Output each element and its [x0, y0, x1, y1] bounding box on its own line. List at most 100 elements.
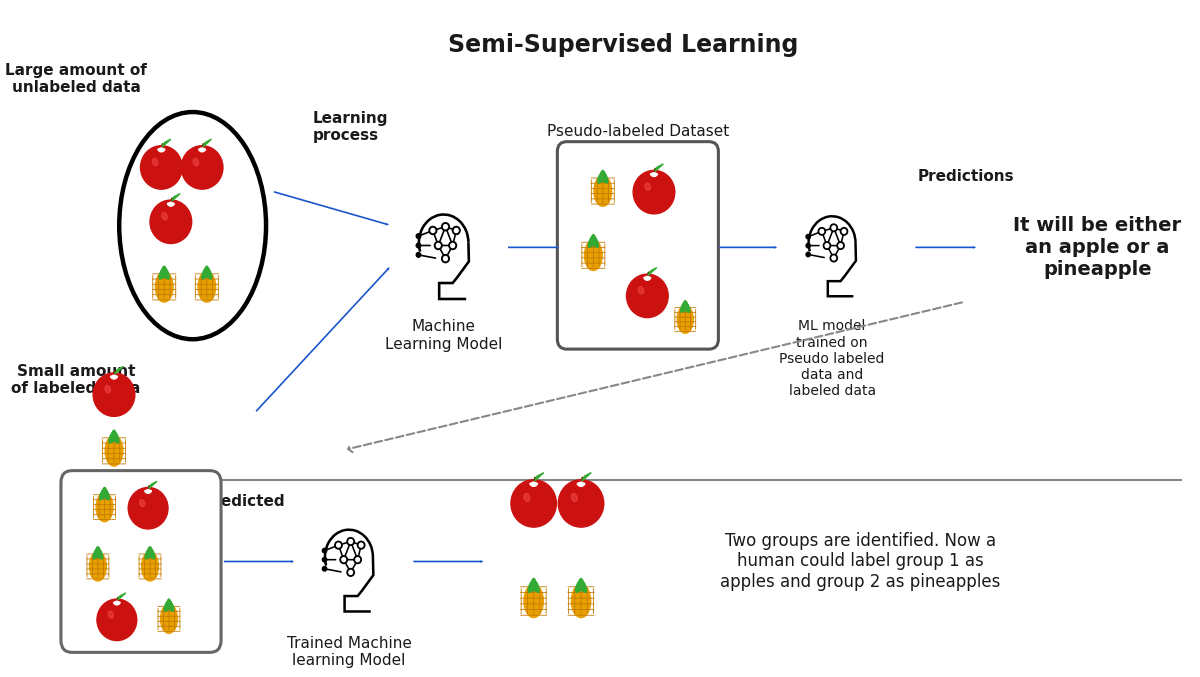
Ellipse shape — [638, 287, 644, 294]
Text: Data to be predicted: Data to be predicted — [107, 494, 286, 509]
Ellipse shape — [581, 581, 587, 592]
Polygon shape — [115, 366, 124, 374]
Circle shape — [806, 234, 810, 239]
Circle shape — [452, 227, 460, 234]
Ellipse shape — [530, 580, 534, 592]
Ellipse shape — [142, 552, 158, 581]
Text: It will be either
an apple or a
pineapple: It will be either an apple or a pineappl… — [1013, 216, 1181, 279]
FancyArrowPatch shape — [421, 232, 431, 235]
Circle shape — [806, 243, 810, 248]
Polygon shape — [162, 139, 170, 147]
Ellipse shape — [155, 271, 173, 302]
Circle shape — [416, 243, 421, 248]
FancyArrowPatch shape — [436, 227, 443, 230]
Ellipse shape — [90, 552, 107, 581]
Ellipse shape — [103, 487, 107, 498]
Circle shape — [335, 542, 342, 549]
Circle shape — [323, 567, 326, 571]
Ellipse shape — [680, 303, 685, 312]
Circle shape — [416, 253, 421, 257]
Circle shape — [181, 146, 223, 189]
Ellipse shape — [94, 549, 98, 559]
Ellipse shape — [198, 271, 216, 302]
Wedge shape — [114, 601, 120, 605]
Ellipse shape — [204, 267, 208, 278]
Ellipse shape — [577, 580, 582, 592]
FancyArrowPatch shape — [835, 230, 840, 243]
Ellipse shape — [602, 173, 608, 183]
Ellipse shape — [167, 599, 170, 609]
Ellipse shape — [109, 433, 114, 443]
Circle shape — [150, 200, 192, 244]
FancyArrowPatch shape — [828, 248, 833, 256]
FancyArrowPatch shape — [835, 248, 839, 256]
Wedge shape — [650, 173, 658, 177]
Ellipse shape — [593, 237, 599, 247]
FancyArrowPatch shape — [448, 227, 454, 230]
Ellipse shape — [576, 581, 581, 592]
Ellipse shape — [206, 267, 210, 278]
Ellipse shape — [96, 493, 113, 522]
Ellipse shape — [112, 430, 116, 441]
FancyArrowPatch shape — [328, 569, 341, 572]
Ellipse shape — [150, 549, 155, 559]
Ellipse shape — [590, 236, 594, 246]
Circle shape — [358, 542, 365, 549]
Ellipse shape — [97, 548, 101, 558]
Circle shape — [434, 242, 442, 249]
Circle shape — [347, 569, 354, 576]
Polygon shape — [172, 194, 180, 201]
Ellipse shape — [103, 489, 108, 499]
Wedge shape — [198, 148, 205, 152]
Ellipse shape — [161, 267, 166, 278]
Circle shape — [823, 242, 830, 249]
Wedge shape — [145, 489, 151, 494]
Circle shape — [354, 556, 361, 563]
Circle shape — [140, 146, 182, 189]
Ellipse shape — [98, 549, 103, 559]
Polygon shape — [149, 481, 157, 489]
Polygon shape — [118, 593, 126, 600]
Circle shape — [341, 556, 347, 563]
FancyArrowPatch shape — [454, 233, 456, 243]
Text: Two groups are identified. Now a
human could label group 1 as
apples and group 2: Two groups are identified. Now a human c… — [720, 531, 1001, 591]
Polygon shape — [535, 473, 544, 481]
Circle shape — [442, 255, 449, 263]
FancyArrowPatch shape — [344, 544, 349, 557]
Circle shape — [838, 242, 844, 249]
Ellipse shape — [601, 171, 605, 181]
FancyArrowPatch shape — [828, 230, 833, 243]
Ellipse shape — [169, 601, 174, 611]
Circle shape — [442, 223, 449, 230]
Ellipse shape — [168, 600, 172, 611]
Wedge shape — [110, 375, 118, 379]
Circle shape — [323, 557, 326, 562]
Polygon shape — [203, 139, 211, 147]
Ellipse shape — [104, 489, 109, 500]
Circle shape — [323, 548, 326, 553]
Text: Learning
process: Learning process — [313, 110, 389, 143]
Ellipse shape — [524, 494, 530, 502]
Ellipse shape — [145, 549, 150, 559]
Ellipse shape — [206, 269, 212, 279]
Text: Pseudo-labeled Dataset: Pseudo-labeled Dataset — [547, 124, 728, 139]
FancyArrowPatch shape — [811, 255, 824, 257]
FancyArrowPatch shape — [446, 230, 451, 243]
Ellipse shape — [164, 269, 169, 279]
Ellipse shape — [534, 581, 539, 592]
Circle shape — [430, 227, 437, 234]
Circle shape — [347, 538, 354, 545]
FancyArrowPatch shape — [352, 544, 356, 557]
Ellipse shape — [685, 303, 690, 312]
Circle shape — [818, 227, 826, 235]
Ellipse shape — [95, 548, 98, 558]
Circle shape — [830, 224, 838, 232]
FancyArrowPatch shape — [328, 546, 336, 550]
Circle shape — [634, 171, 674, 214]
FancyArrowPatch shape — [824, 229, 832, 231]
Ellipse shape — [100, 489, 104, 500]
FancyArrowPatch shape — [841, 234, 844, 243]
Ellipse shape — [162, 213, 167, 220]
Ellipse shape — [532, 578, 535, 590]
FancyArrowPatch shape — [439, 230, 444, 243]
